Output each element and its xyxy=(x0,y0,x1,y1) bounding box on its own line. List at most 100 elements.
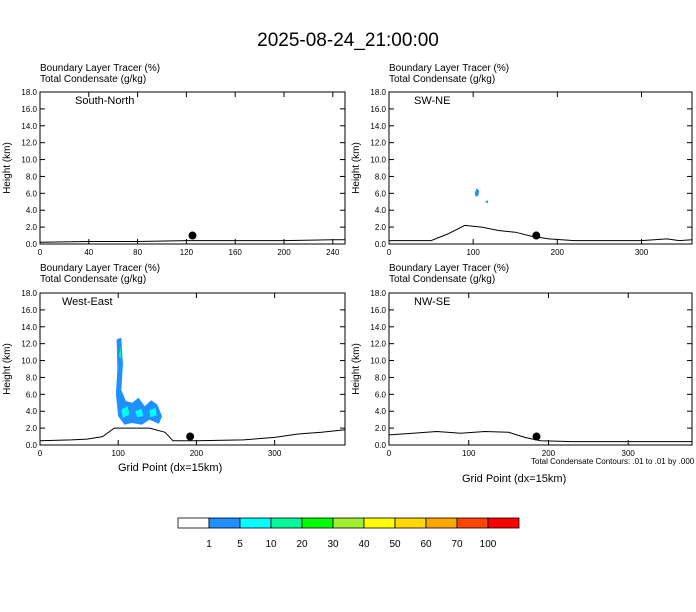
x-tick-label: 0 xyxy=(387,449,392,458)
color-bar-swatch xyxy=(456,517,489,529)
y-tick-label: 12.0 xyxy=(21,340,37,349)
y-tick-label: 12.0 xyxy=(21,139,37,148)
panel-label: SW-NE xyxy=(414,95,450,107)
panel-header-west-east: Boundary Layer Tracer (%) Total Condensa… xyxy=(40,263,160,285)
header-line-2: Total Condensate (g/kg) xyxy=(389,274,496,285)
y-tick-label: 16.0 xyxy=(370,306,386,315)
plot-frame xyxy=(388,91,693,245)
color-bar-label: 40 xyxy=(358,539,370,550)
x-tick-label: 0 xyxy=(387,248,392,257)
color-bar-label: 50 xyxy=(389,539,401,550)
y-tick-label: 12.0 xyxy=(370,139,386,148)
x-axis-label-west-east: Grid Point (dx=15km) xyxy=(118,462,223,474)
y-axis-label: Height (km) xyxy=(2,343,13,395)
tracer-fill xyxy=(115,337,162,425)
y-tick-label: 4.0 xyxy=(26,407,38,416)
y-tick-label: 16.0 xyxy=(21,306,37,315)
y-tick-label: 2.0 xyxy=(375,424,387,433)
color-bar-label: 20 xyxy=(296,539,308,550)
y-axis-label: Height (km) xyxy=(351,142,362,194)
color-bar-legend: 1 5 10 20 30 40 50 60 70 100 xyxy=(177,517,520,550)
y-tick-label: 18.0 xyxy=(370,88,386,97)
color-bar-swatch xyxy=(301,517,334,529)
color-bar-swatch xyxy=(208,517,241,529)
y-tick-label: 0.0 xyxy=(26,441,38,450)
y-tick-label: 2.0 xyxy=(26,424,38,433)
header-line-2: Total Condensate (g/kg) xyxy=(40,274,147,285)
color-bar-swatch xyxy=(394,517,427,529)
location-marker xyxy=(188,231,197,240)
color-bar-swatch xyxy=(425,517,458,529)
y-tick-label: 6.0 xyxy=(26,390,38,399)
x-tick-label: 0 xyxy=(38,248,43,257)
y-tick-label: 18.0 xyxy=(370,289,386,298)
x-tick-label: 200 xyxy=(542,449,556,458)
y-tick-label: 16.0 xyxy=(370,105,386,114)
y-axis-label: Height (km) xyxy=(2,142,13,194)
location-marker xyxy=(532,432,541,441)
y-tick-label: 6.0 xyxy=(375,390,387,399)
x-tick-label: 240 xyxy=(326,248,340,257)
panel-south-north: 0.0 2.0 4.0 6.0 8.0 10.0 12.0 14.0 16.0 18.0 0 40 80… xyxy=(2,88,346,257)
y-tick-label: 4.0 xyxy=(375,407,387,416)
tracer-fill xyxy=(484,200,489,204)
x-tick-label: 300 xyxy=(622,449,636,458)
header-line-1: Boundary Layer Tracer (%) xyxy=(389,263,510,274)
x-tick-label: 200 xyxy=(190,449,204,458)
y-tick-label: 8.0 xyxy=(26,172,38,181)
color-bar-label: 30 xyxy=(327,539,339,550)
y-tick-label: 18.0 xyxy=(21,289,37,298)
color-bar-label: 60 xyxy=(420,539,432,550)
y-tick-label: 10.0 xyxy=(21,156,37,165)
x-tick-label: 300 xyxy=(635,248,649,257)
tracer-fill xyxy=(474,188,480,197)
header-line-2: Total Condensate (g/kg) xyxy=(40,74,147,85)
color-bar-label: 5 xyxy=(237,539,243,550)
x-tick-label: 40 xyxy=(84,248,93,257)
y-tick-label: 12.0 xyxy=(370,340,386,349)
tracer-fill xyxy=(121,406,130,418)
panel-header-south-north: Boundary Layer Tracer (%) Total Condensa… xyxy=(40,63,160,85)
y-tick-label: 10.0 xyxy=(370,156,386,165)
y-tick-label: 2.0 xyxy=(26,223,38,232)
x-tick-label: 100 xyxy=(466,248,480,257)
location-marker xyxy=(186,432,195,441)
contour-footnote: Total Condensate Contours: .01 to .01 by… xyxy=(531,457,695,466)
y-tick-label: 0.0 xyxy=(375,441,387,450)
y-tick-label: 4.0 xyxy=(26,206,38,215)
y-tick-label: 14.0 xyxy=(21,122,37,131)
y-tick-label: 8.0 xyxy=(26,373,38,382)
terrain-line xyxy=(388,430,692,443)
x-tick-label: 80 xyxy=(133,248,142,257)
x-tick-label: 200 xyxy=(277,248,291,257)
y-tick-label: 14.0 xyxy=(370,122,386,131)
plot-frame xyxy=(388,292,693,446)
x-tick-label: 300 xyxy=(268,449,282,458)
y-tick-label: 6.0 xyxy=(26,189,38,198)
color-bar-swatch xyxy=(270,517,303,529)
panel-label: West-East xyxy=(62,296,113,308)
panel-nw-se: 0.0 2.0 4.0 6.0 8.0 10.0 12.0 14.0 16.0 18.0 0 100 2… xyxy=(351,289,693,458)
panel-label: South-North xyxy=(75,95,134,107)
tracer-fill xyxy=(135,408,144,418)
color-bar-label: 10 xyxy=(265,539,277,550)
y-tick-label: 2.0 xyxy=(375,223,387,232)
y-tick-label: 18.0 xyxy=(21,88,37,97)
plot-frame xyxy=(39,91,346,245)
y-axis-label: Height (km) xyxy=(351,343,362,395)
header-line-1: Boundary Layer Tracer (%) xyxy=(40,263,161,274)
header-line-1: Boundary Layer Tracer (%) xyxy=(389,63,510,74)
y-tick-label: 0.0 xyxy=(26,240,38,249)
y-tick-label: 10.0 xyxy=(370,357,386,366)
tracer-fill xyxy=(119,345,122,359)
color-bar-swatch xyxy=(363,517,396,529)
x-tick-label: 160 xyxy=(229,248,243,257)
color-bar-swatch xyxy=(332,517,365,529)
terrain-line xyxy=(39,239,345,243)
y-tick-label: 10.0 xyxy=(21,357,37,366)
color-bar-label: 100 xyxy=(480,539,497,550)
location-marker xyxy=(532,231,541,240)
y-tick-label: 14.0 xyxy=(21,323,37,332)
color-bar-swatch xyxy=(487,517,520,529)
x-tick-label: 0 xyxy=(38,449,43,458)
